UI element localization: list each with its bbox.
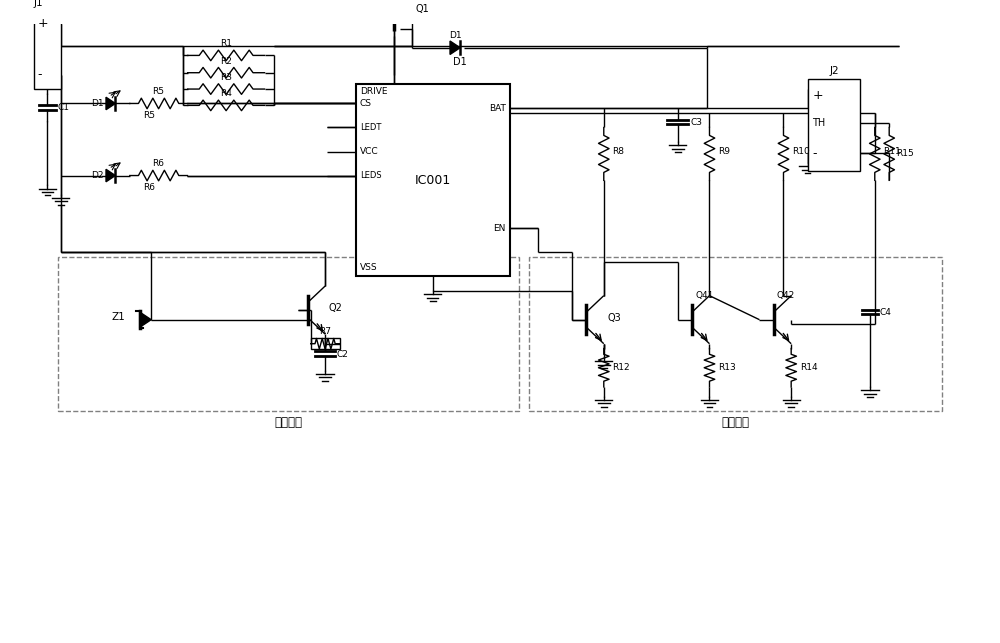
Text: EN: EN <box>493 224 506 233</box>
Text: 过热保护: 过热保护 <box>721 416 749 429</box>
Text: +: + <box>38 17 48 30</box>
Text: D1: D1 <box>453 57 467 68</box>
Text: R7: R7 <box>319 327 331 336</box>
Text: R14: R14 <box>800 363 817 372</box>
Text: -: - <box>812 147 817 160</box>
Bar <box>34 12 61 89</box>
Text: TH: TH <box>812 118 826 128</box>
Polygon shape <box>450 41 460 55</box>
Bar <box>311 338 340 350</box>
Bar <box>808 80 860 171</box>
Text: R11: R11 <box>883 147 901 156</box>
Text: DRIVE: DRIVE <box>360 87 387 96</box>
Text: 过压保护: 过压保护 <box>275 416 303 429</box>
Text: Q3: Q3 <box>608 312 621 323</box>
Text: C4: C4 <box>880 309 891 318</box>
Text: Q1: Q1 <box>415 4 429 14</box>
Text: LEDT: LEDT <box>360 123 381 132</box>
Text: R6: R6 <box>153 159 165 168</box>
Text: R4: R4 <box>220 89 232 98</box>
Polygon shape <box>106 169 115 182</box>
Text: Q41: Q41 <box>695 291 713 300</box>
Text: R8: R8 <box>612 147 624 156</box>
Text: R15: R15 <box>896 149 914 158</box>
Text: J1: J1 <box>34 0 44 8</box>
Text: VSS: VSS <box>360 262 377 271</box>
Text: C1: C1 <box>58 103 70 112</box>
Text: BAT: BAT <box>489 104 506 113</box>
Text: R2: R2 <box>220 57 232 66</box>
Polygon shape <box>140 312 151 327</box>
Text: R9: R9 <box>718 147 730 156</box>
Text: R5: R5 <box>143 111 155 120</box>
Text: VCC: VCC <box>360 147 378 156</box>
Bar <box>356 84 510 276</box>
Text: R6: R6 <box>143 183 155 192</box>
Text: R1: R1 <box>220 39 232 48</box>
Text: R12: R12 <box>612 363 630 372</box>
Text: R3: R3 <box>220 73 232 82</box>
Text: CS: CS <box>360 99 372 108</box>
Text: LEDS: LEDS <box>360 171 381 180</box>
Text: R13: R13 <box>718 363 736 372</box>
Text: Z1: Z1 <box>111 312 125 322</box>
Text: C3: C3 <box>690 118 702 127</box>
Text: D1: D1 <box>91 99 104 108</box>
Text: -: - <box>38 68 42 81</box>
Text: Q42: Q42 <box>777 291 795 300</box>
Text: Q2: Q2 <box>329 303 343 313</box>
Text: C2: C2 <box>337 350 349 359</box>
Text: D2: D2 <box>92 171 104 180</box>
Text: R5: R5 <box>153 87 165 96</box>
Polygon shape <box>106 97 115 110</box>
Text: +: + <box>812 89 823 102</box>
Text: J2: J2 <box>829 66 839 76</box>
Text: R10: R10 <box>792 147 810 156</box>
Text: D1: D1 <box>449 31 461 40</box>
Text: IC001: IC001 <box>415 174 451 187</box>
